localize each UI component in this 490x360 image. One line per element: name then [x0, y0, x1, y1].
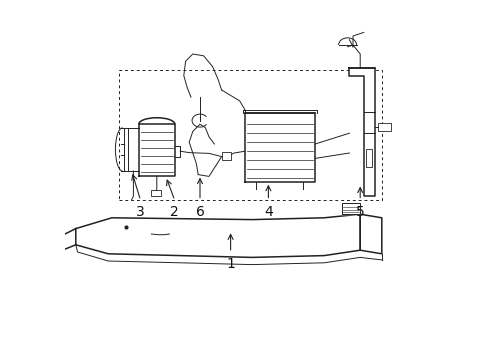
Bar — [119, 70, 382, 200]
Polygon shape — [342, 203, 360, 214]
Text: 4: 4 — [264, 205, 273, 219]
Bar — [366, 149, 372, 167]
Polygon shape — [139, 124, 175, 176]
Polygon shape — [245, 113, 315, 182]
Text: 5: 5 — [356, 205, 365, 219]
Text: 2: 2 — [171, 205, 179, 219]
Text: 6: 6 — [196, 205, 204, 219]
Bar — [151, 190, 162, 196]
Polygon shape — [349, 68, 374, 196]
FancyBboxPatch shape — [221, 152, 231, 160]
FancyBboxPatch shape — [378, 123, 391, 131]
Text: 3: 3 — [136, 205, 145, 219]
Text: 1: 1 — [226, 257, 235, 271]
